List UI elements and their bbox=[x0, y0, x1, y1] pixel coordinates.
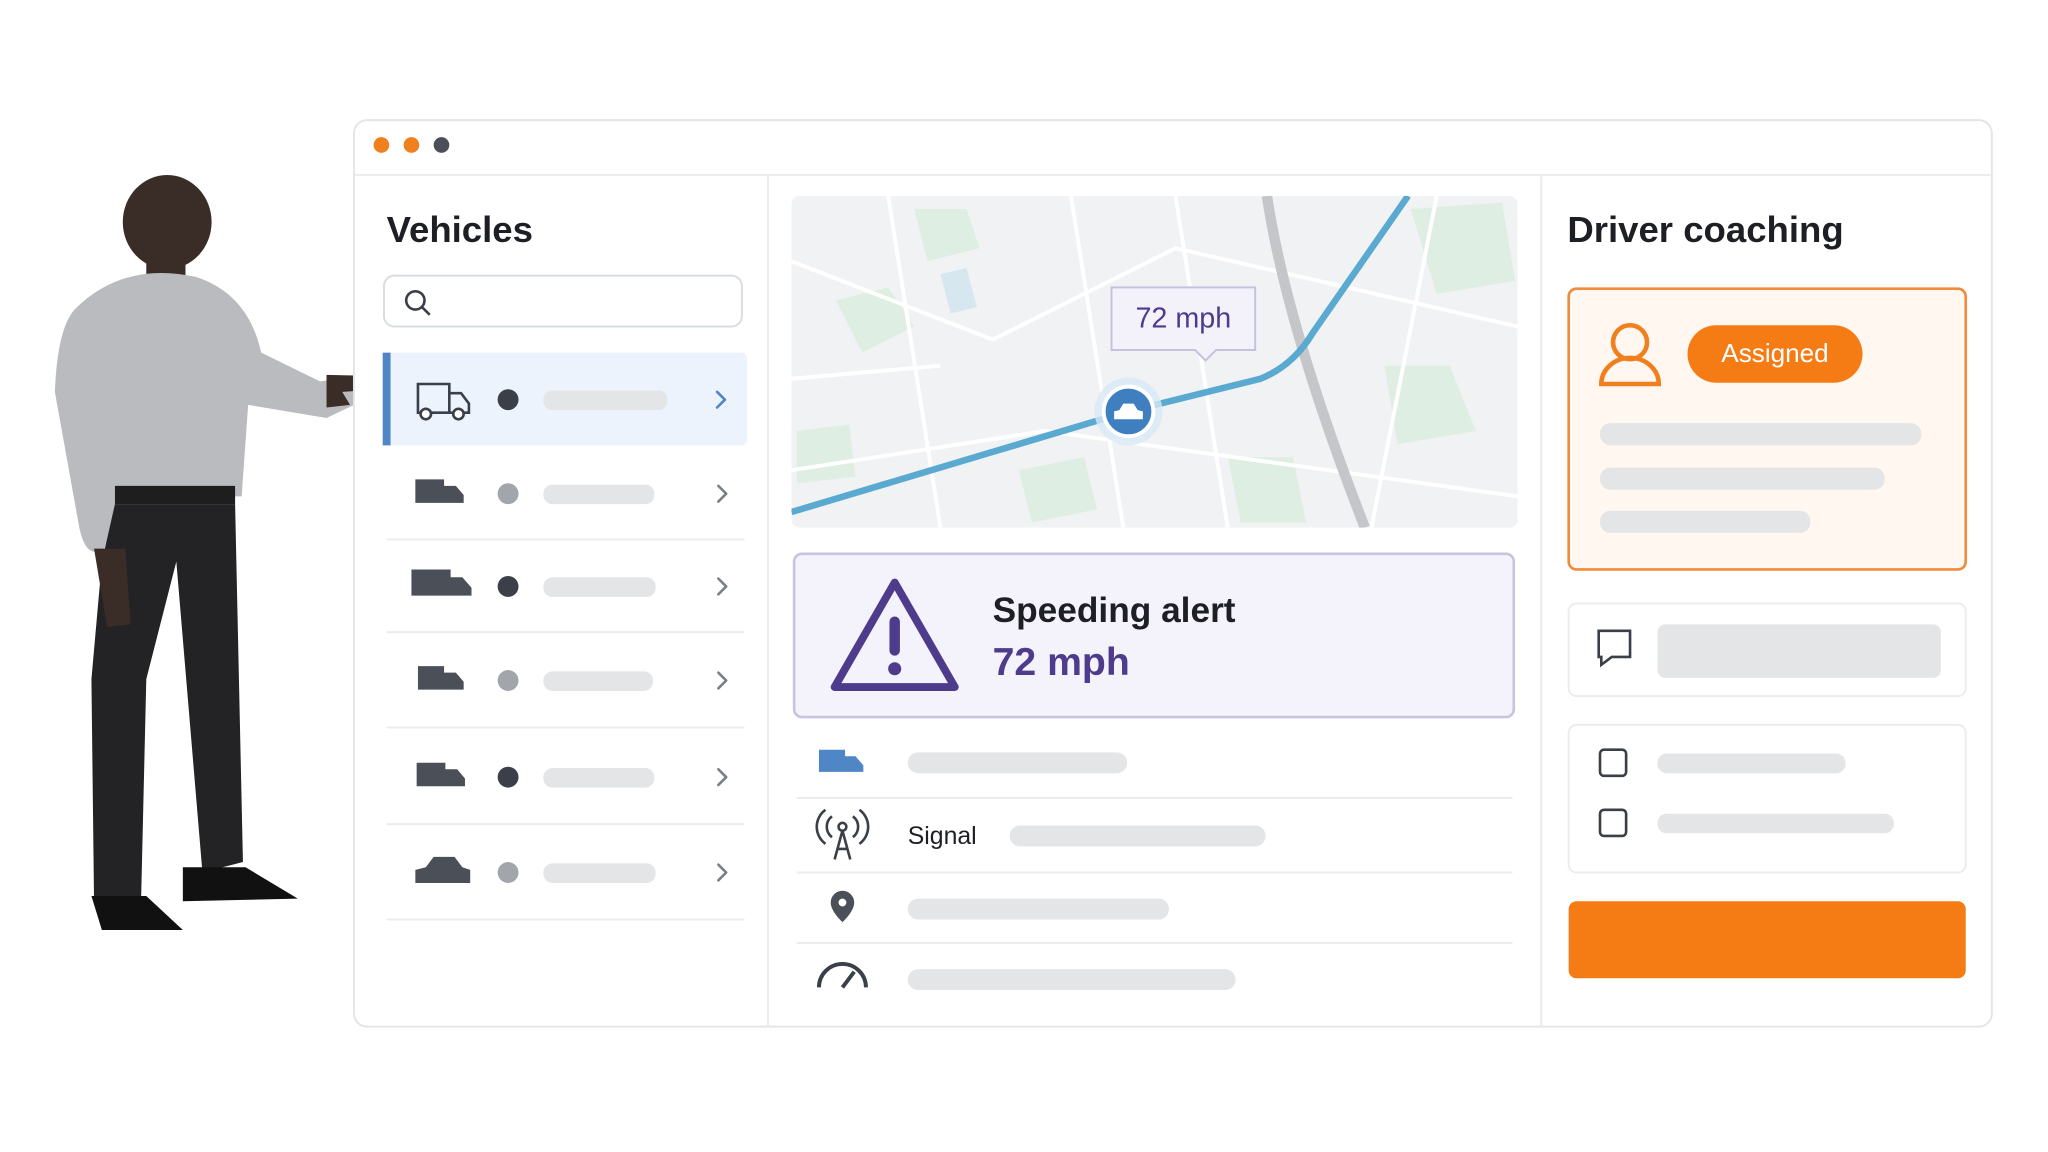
status-dot bbox=[497, 483, 519, 505]
truck-icon bbox=[411, 569, 472, 596]
action-button[interactable] bbox=[1568, 901, 1966, 979]
map[interactable] bbox=[791, 195, 1518, 528]
comment-icon bbox=[1597, 629, 1632, 668]
route bbox=[791, 195, 1411, 516]
status-dot bbox=[497, 670, 519, 691]
signal-icon bbox=[815, 808, 870, 860]
status-text: Assigned bbox=[1721, 338, 1828, 368]
placeholder bbox=[543, 390, 668, 411]
selection-bar bbox=[382, 352, 391, 446]
panel-title: Vehicles bbox=[387, 209, 533, 250]
comment-input[interactable] bbox=[1657, 624, 1941, 678]
checkbox[interactable] bbox=[1598, 748, 1628, 778]
alert-card bbox=[792, 552, 1516, 719]
presenter bbox=[54, 175, 387, 930]
truck-icon bbox=[818, 749, 864, 772]
window-dot[interactable] bbox=[433, 137, 450, 153]
panel-title: Driver coaching bbox=[1567, 209, 1843, 250]
status-pill bbox=[1687, 325, 1863, 383]
search-icon bbox=[420, 306, 431, 316]
chevron bbox=[717, 577, 728, 596]
checklist-card bbox=[1567, 723, 1967, 874]
window-dot[interactable] bbox=[403, 137, 420, 153]
warning-icon bbox=[830, 578, 959, 691]
status-dot bbox=[497, 389, 519, 411]
truck-icon bbox=[415, 479, 464, 503]
chevron bbox=[717, 767, 728, 787]
speed-icon bbox=[816, 962, 868, 988]
truck-icon bbox=[416, 382, 471, 415]
detail-label: Signal bbox=[908, 823, 977, 850]
truck-icon bbox=[416, 762, 465, 787]
chevron bbox=[715, 390, 727, 409]
window-dot[interactable] bbox=[373, 137, 390, 153]
search-box[interactable] bbox=[383, 274, 743, 328]
status-dot bbox=[497, 766, 519, 788]
speed-bubble bbox=[1110, 286, 1257, 362]
chevron bbox=[717, 484, 728, 503]
checkbox[interactable] bbox=[1598, 808, 1628, 838]
truck-icon bbox=[417, 666, 464, 690]
alert-speed: 72 mph bbox=[993, 641, 1130, 684]
status-dot bbox=[497, 576, 519, 597]
search-icon bbox=[404, 289, 426, 311]
chevron bbox=[717, 671, 728, 690]
bubble-text: 72 mph bbox=[1135, 303, 1231, 335]
alert-title: Speeding alert bbox=[993, 591, 1236, 630]
vehicle-list bbox=[386, 382, 745, 921]
car-icon bbox=[415, 856, 471, 883]
chevron bbox=[717, 863, 728, 882]
status-dot bbox=[497, 862, 519, 883]
